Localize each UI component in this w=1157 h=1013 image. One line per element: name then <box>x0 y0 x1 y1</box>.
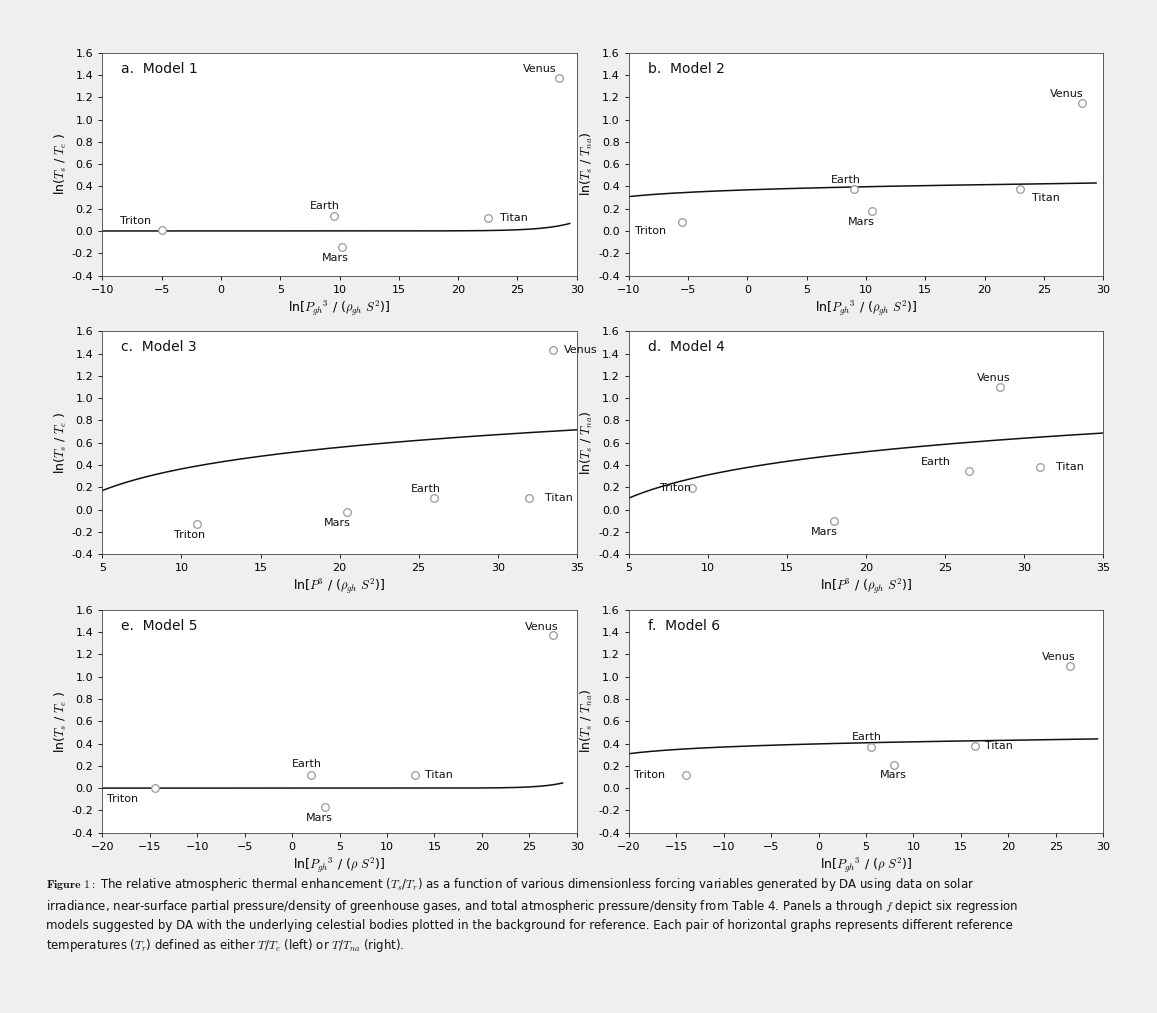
Text: d.  Model 4: d. Model 4 <box>648 340 724 355</box>
Text: b.  Model 2: b. Model 2 <box>648 62 724 76</box>
Text: Earth: Earth <box>852 731 882 742</box>
Text: Triton: Triton <box>634 770 665 780</box>
Text: Earth: Earth <box>921 457 951 467</box>
Text: Titan: Titan <box>985 741 1012 751</box>
Y-axis label: ln($T_s$ / $T_{na}$): ln($T_s$ / $T_{na}$) <box>580 410 595 475</box>
Text: Mars: Mars <box>322 252 348 262</box>
Text: e.  Model 5: e. Model 5 <box>121 619 198 633</box>
Y-axis label: ln($T_s$ / $T_e$ ): ln($T_s$ / $T_e$ ) <box>53 411 68 474</box>
Text: Venus: Venus <box>523 65 557 74</box>
Text: c.  Model 3: c. Model 3 <box>121 340 197 355</box>
Y-axis label: ln($T_s$ / $T_{na}$): ln($T_s$ / $T_{na}$) <box>580 132 595 197</box>
X-axis label: ln[$P_{gh}$$^3$ / ($\rho_{gh}$ $S^2$)]: ln[$P_{gh}$$^3$ / ($\rho_{gh}$ $S^2$)] <box>288 299 391 318</box>
Text: Triton: Triton <box>108 794 139 804</box>
Text: Titan: Titan <box>1032 192 1060 203</box>
Y-axis label: ln($T_s$ / $T_e$ ): ln($T_s$ / $T_e$ ) <box>53 133 68 196</box>
Text: Venus: Venus <box>565 345 598 356</box>
X-axis label: ln[$P$$^3$ / ($\rho_{gh}$ $S^2$)]: ln[$P$$^3$ / ($\rho_{gh}$ $S^2$)] <box>294 577 385 597</box>
Text: Earth: Earth <box>411 484 441 494</box>
Text: Titan: Titan <box>1056 462 1084 472</box>
X-axis label: ln[$P$$^3$ / ($\rho_{gh}$ $S^2$)]: ln[$P$$^3$ / ($\rho_{gh}$ $S^2$)] <box>820 577 912 597</box>
Text: Titan: Titan <box>545 493 573 503</box>
Text: Titan: Titan <box>425 770 452 780</box>
Text: $\mathbf{Figure\ 1:}$ The relative atmospheric thermal enhancement ($\mathit{T_s: $\mathbf{Figure\ 1:}$ The relative atmos… <box>46 876 1018 954</box>
X-axis label: ln[$P_{gh}$$^3$ / ($\rho_{gh}$ $S^2$)]: ln[$P_{gh}$$^3$ / ($\rho_{gh}$ $S^2$)] <box>815 299 918 318</box>
X-axis label: ln[$P_{gh}$$^3$ / ($\rho$ $S^2$)]: ln[$P_{gh}$$^3$ / ($\rho$ $S^2$)] <box>820 856 912 875</box>
Y-axis label: ln($T_s$ / $T_{na}$): ln($T_s$ / $T_{na}$) <box>580 689 595 754</box>
Text: Mars: Mars <box>880 770 907 780</box>
Text: Earth: Earth <box>310 202 340 212</box>
Text: Mars: Mars <box>324 518 351 528</box>
Text: Mars: Mars <box>811 527 838 537</box>
Text: Venus: Venus <box>977 373 1010 383</box>
X-axis label: ln[$P_{gh}$$^3$ / ($\rho$ $S^2$)]: ln[$P_{gh}$$^3$ / ($\rho$ $S^2$)] <box>294 856 385 875</box>
Text: Earth: Earth <box>293 759 322 769</box>
Text: Mars: Mars <box>848 217 875 227</box>
Text: Venus: Venus <box>524 622 558 631</box>
Text: Venus: Venus <box>1049 89 1083 99</box>
Text: Triton: Triton <box>635 226 666 236</box>
Text: a.  Model 1: a. Model 1 <box>121 62 198 76</box>
Y-axis label: ln($T_s$ / $T_e$ ): ln($T_s$ / $T_e$ ) <box>53 690 68 753</box>
Text: Triton: Triton <box>661 483 692 493</box>
Text: Triton: Triton <box>174 530 205 540</box>
Text: Mars: Mars <box>307 813 333 824</box>
Text: Venus: Venus <box>1041 651 1075 661</box>
Text: Titan: Titan <box>500 213 528 223</box>
Text: f.  Model 6: f. Model 6 <box>648 619 720 633</box>
Text: Triton: Triton <box>120 216 152 226</box>
Text: Earth: Earth <box>831 174 861 184</box>
